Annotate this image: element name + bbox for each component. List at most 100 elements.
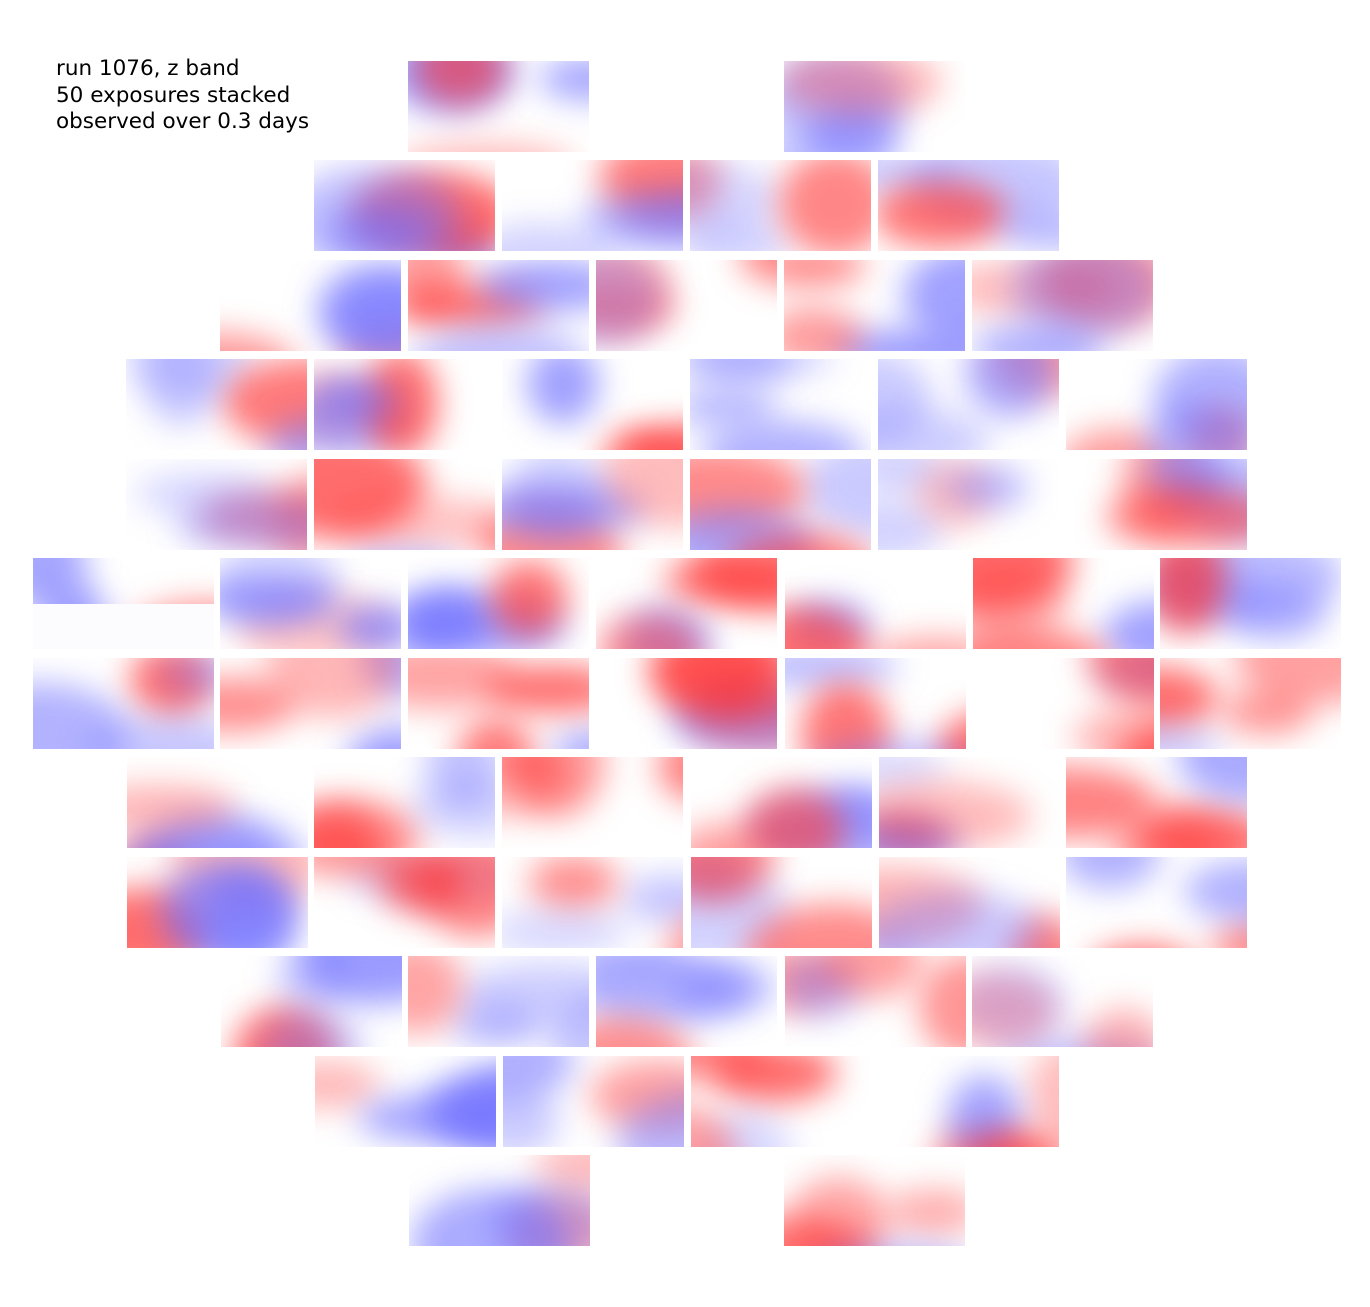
residual-blob xyxy=(1087,658,1154,709)
ccd-residual-tile xyxy=(1066,757,1247,848)
residual-blob xyxy=(129,658,214,715)
ccd-residual-tile xyxy=(878,459,1059,550)
residual-blob xyxy=(451,1002,539,1047)
residual-blob xyxy=(1089,946,1196,948)
ccd-residual-tile xyxy=(596,956,777,1047)
residual-blob xyxy=(408,143,576,152)
residual-blob xyxy=(277,956,349,1008)
ccd-residual-tile xyxy=(1160,558,1341,649)
ccd-residual-tile xyxy=(785,956,966,1047)
ccd-residual-tile xyxy=(973,558,1154,649)
residual-blob xyxy=(972,260,1119,316)
residual-blob xyxy=(1029,1056,1059,1144)
ccd-residual-tile xyxy=(879,757,1060,848)
residual-blob xyxy=(315,1060,380,1109)
ccd-residual-tile xyxy=(502,757,683,848)
residual-blob xyxy=(358,1096,496,1142)
residual-blob xyxy=(995,1038,1153,1047)
residual-blob xyxy=(1103,601,1154,649)
ccd-residual-tile xyxy=(502,359,683,450)
residual-blob xyxy=(596,956,753,1025)
residual-blob xyxy=(322,378,399,422)
residual-blob xyxy=(623,874,683,922)
ccd-residual-tile xyxy=(408,956,589,1047)
ccd-residual-tile xyxy=(408,61,589,152)
residual-blob xyxy=(918,956,966,1047)
residual-blob xyxy=(1106,486,1247,549)
ccd-residual-tile xyxy=(785,558,966,649)
ccd-residual-tile xyxy=(220,260,401,351)
residual-blob xyxy=(1184,860,1247,922)
run-info-line: run 1076, z band xyxy=(56,56,240,81)
residual-blob xyxy=(972,967,1065,1041)
residual-blob xyxy=(784,61,906,152)
residual-blob xyxy=(596,260,664,348)
residual-blob xyxy=(456,718,535,749)
ccd-residual-tile xyxy=(314,857,495,948)
ccd-residual-tile xyxy=(690,359,871,450)
residual-blob xyxy=(1082,1007,1153,1047)
residual-blob xyxy=(506,459,607,542)
residual-blob xyxy=(1211,919,1247,948)
residual-blob xyxy=(784,61,943,116)
residual-blob xyxy=(220,576,337,622)
ccd-residual-tile xyxy=(879,857,1060,948)
ccd-residual-tile xyxy=(126,359,307,450)
residual-blob xyxy=(779,160,871,251)
residual-blob xyxy=(886,1189,965,1235)
ccd-residual-tile xyxy=(691,757,872,848)
ccd-residual-tile xyxy=(878,359,1059,450)
residual-blob xyxy=(871,637,966,649)
residual-blob xyxy=(812,739,966,749)
ccd-residual-tile xyxy=(220,658,401,749)
residual-blob xyxy=(800,681,890,749)
residual-blob xyxy=(326,206,434,251)
residual-blob xyxy=(159,862,293,948)
residual-blob xyxy=(785,956,861,1018)
residual-blob xyxy=(879,780,1032,848)
ccd-residual-tile xyxy=(314,459,495,550)
residual-blob xyxy=(657,757,683,802)
residual-blob xyxy=(337,604,401,649)
residual-blob xyxy=(347,727,401,749)
ccd-residual-tile xyxy=(314,757,495,848)
ccd-residual-tile xyxy=(691,1056,872,1147)
ccd-residual-tile xyxy=(878,1056,1059,1147)
residual-blob xyxy=(690,359,794,383)
ccd-residual-tile xyxy=(220,558,401,649)
residual-blob xyxy=(503,1086,559,1147)
ccd-residual-tile xyxy=(502,160,683,251)
ccd-residual-tile xyxy=(785,658,966,749)
residual-blob xyxy=(408,322,589,351)
residual-blob xyxy=(528,857,618,909)
exposures-info-line: 50 exposures stacked xyxy=(56,82,291,108)
ccd-residual-tile xyxy=(127,757,308,848)
ccd-residual-tile xyxy=(503,1056,684,1147)
ccd-residual-tile xyxy=(1066,359,1247,450)
ccd-residual-tile xyxy=(784,61,965,152)
ccd-residual-tile xyxy=(972,956,1153,1047)
residual-blob xyxy=(502,486,646,532)
residual-blob xyxy=(527,359,599,425)
ccd-residual-tile xyxy=(408,260,589,351)
ccd-residual-tile xyxy=(691,857,872,948)
ccd-residual-tile xyxy=(596,260,777,351)
ccd-residual-tile xyxy=(502,459,683,550)
residual-blob xyxy=(596,428,678,450)
ccd-residual-tile xyxy=(1160,658,1341,749)
ccd-residual-tile xyxy=(409,1155,590,1246)
dead-amplifier-region xyxy=(33,604,214,649)
residual-blob xyxy=(816,1245,965,1246)
residual-blob xyxy=(879,891,1045,948)
residual-blob xyxy=(915,459,994,529)
ccd-residual-tile xyxy=(408,658,589,749)
ccd-residual-tile xyxy=(596,558,777,649)
residual-blob xyxy=(379,857,461,912)
residual-blob xyxy=(538,61,589,100)
residual-blob xyxy=(973,627,1110,649)
residual-blob xyxy=(690,558,777,612)
residual-blob xyxy=(960,1132,1059,1147)
ccd-residual-tile xyxy=(784,260,965,351)
residual-blob xyxy=(784,307,863,351)
